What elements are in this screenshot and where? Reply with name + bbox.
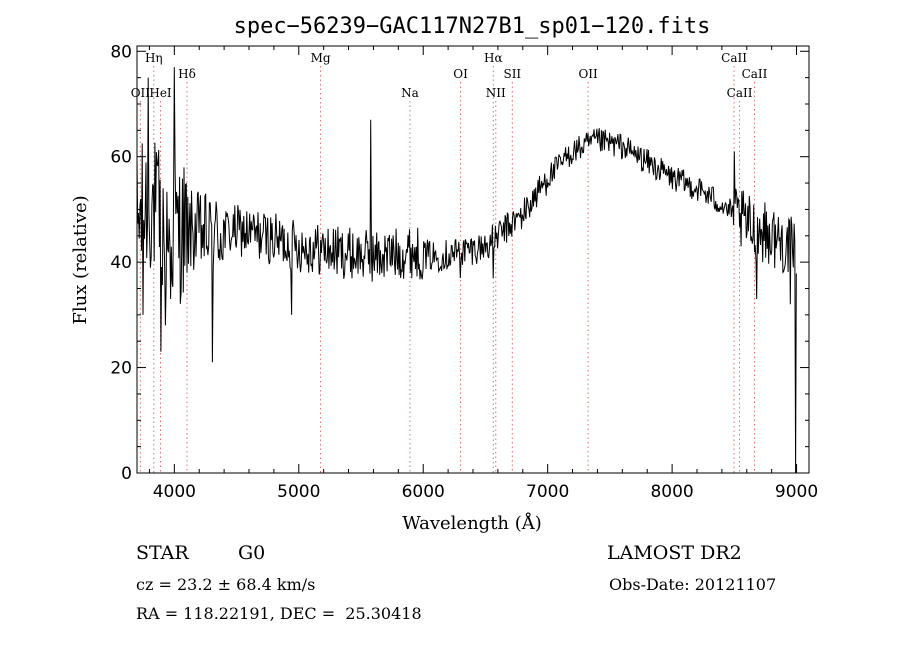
- y-axis: 0 20 40 60 80: [110, 42, 809, 484]
- line-marker-label: CaII: [721, 51, 747, 65]
- line-marker-label: Hδ: [178, 67, 196, 81]
- y-tick-label: 80: [110, 42, 132, 62]
- survey-name: LAMOST DR2: [607, 542, 742, 564]
- x-tick-label: 5000: [277, 482, 320, 502]
- sky-coordinates: RA = 118.22191, DEC = 25.30418: [136, 604, 422, 623]
- y-tick-label: 0: [121, 464, 132, 484]
- line-marker-label: Mg: [311, 51, 331, 65]
- y-tick-label: 60: [110, 148, 132, 168]
- y-axis-label: Flux (relative): [70, 195, 91, 324]
- x-tick-label: 6000: [402, 482, 445, 502]
- line-marker-label: CaII: [727, 86, 753, 100]
- spectrum-layer: [136, 67, 797, 474]
- redshift-velocity: cz = 23.2 ± 68.4 km/s: [136, 575, 316, 594]
- line-marker-label: NII: [486, 86, 506, 100]
- line-marker-label: OI: [453, 67, 468, 81]
- y-tick-label: 20: [110, 359, 132, 379]
- x-tick-label: 7000: [526, 482, 569, 502]
- plot-frame: [136, 45, 810, 474]
- line-marker-label: SII: [503, 67, 521, 81]
- line-marker-label: Hη: [145, 51, 163, 65]
- spectrum-line: [136, 67, 797, 474]
- y-tick-label: 40: [110, 253, 132, 273]
- line-marker-label: CaII: [742, 67, 768, 81]
- line-marker-label: HeI: [149, 86, 172, 100]
- line-marker-label: Hα: [484, 51, 503, 65]
- object-subclass: G0: [238, 542, 266, 564]
- x-tick-label: 4000: [153, 482, 196, 502]
- chart-title: spec−56239−GAC117N27B1_sp01−120.fits: [234, 14, 711, 39]
- x-axis-label: Wavelength (Å): [402, 512, 542, 534]
- object-class: STAR: [136, 542, 189, 564]
- line-marker-label: Na: [401, 86, 419, 100]
- x-tick-label: 8000: [650, 482, 693, 502]
- line-marker-label: OII: [578, 67, 598, 81]
- x-tick-label: 9000: [775, 482, 818, 502]
- x-axis: 4000 5000 6000 7000 8000 9000: [148, 46, 818, 502]
- line-marker-label: OII: [131, 86, 151, 100]
- observation-date: Obs-Date: 20121107: [609, 575, 777, 594]
